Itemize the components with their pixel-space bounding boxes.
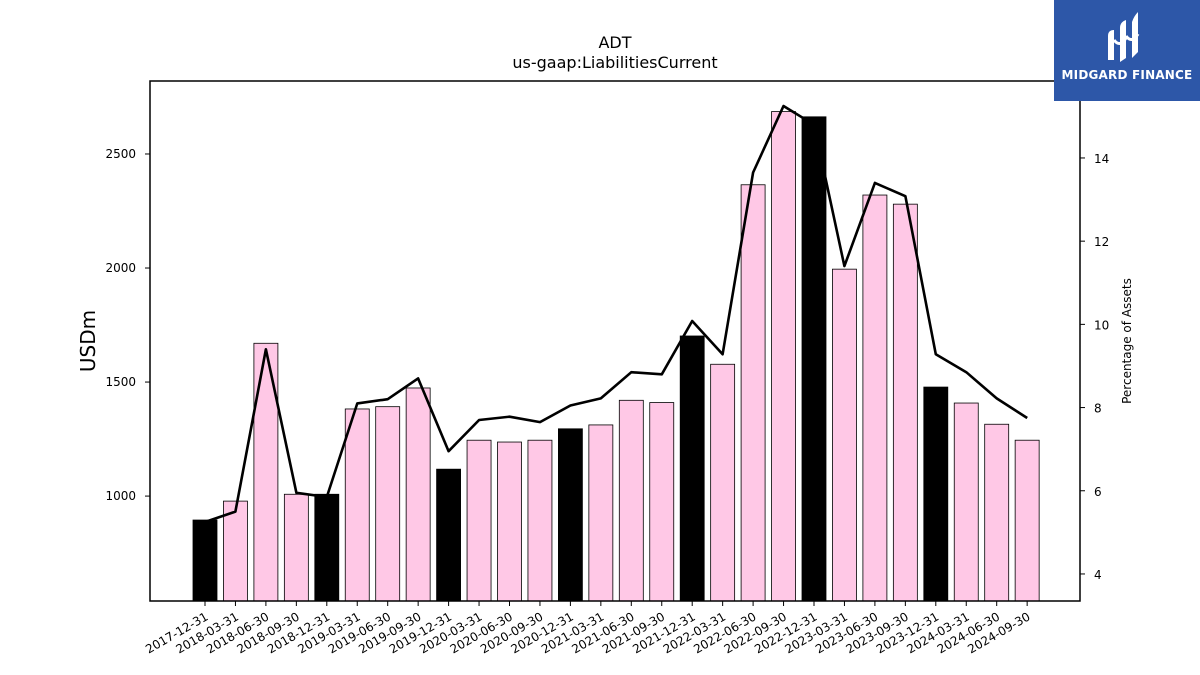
bar-2023-12-31 xyxy=(923,386,949,602)
bar-2024-09-30 xyxy=(1014,439,1040,602)
bar-2023-03-31 xyxy=(832,268,857,602)
bar-2019-09-30 xyxy=(405,387,431,602)
bar-2023-06-30 xyxy=(862,194,888,602)
bar-2018-06-30 xyxy=(253,342,279,602)
bar-2021-09-30 xyxy=(649,402,675,602)
y-tick-label: 2000 xyxy=(105,261,136,275)
bar-2024-03-31 xyxy=(953,402,979,602)
y-tick-label: 1500 xyxy=(105,375,136,389)
logo-mark-icon xyxy=(1108,12,1140,62)
y-tick-label: 1000 xyxy=(105,489,136,503)
bar-2018-09-30 xyxy=(283,493,309,602)
y-axis-ticks: 1000 1500 2000 2500 xyxy=(105,147,150,503)
bar-2019-03-31 xyxy=(344,408,370,602)
x-axis-ticks: 2017-12-312018-03-312018-06-302018-09-30… xyxy=(143,601,1033,656)
y2-tick-label: 6 xyxy=(1094,485,1102,499)
y2-tick-label: 8 xyxy=(1094,402,1102,416)
y2-axis-ticks: 4 6 8 10 12 14 xyxy=(1080,152,1109,582)
y-axis-label: USDm xyxy=(76,310,100,372)
bar-2022-12-31 xyxy=(801,116,827,602)
y2-tick-label: 10 xyxy=(1094,318,1109,332)
bar-2017-12-31 xyxy=(192,519,218,602)
bar-2020-03-31 xyxy=(466,439,492,602)
brand-logo: MIDGARD FINANCE xyxy=(1054,0,1200,101)
chart-title: ADT xyxy=(598,33,631,52)
y2-tick-label: 14 xyxy=(1094,152,1109,166)
bar-2021-12-31 xyxy=(679,335,705,602)
bar-2024-06-30 xyxy=(984,423,1010,602)
bar-2018-12-31 xyxy=(314,493,340,602)
bar-2020-12-31 xyxy=(558,428,583,602)
logo-text: MIDGARD FINANCE xyxy=(1061,68,1193,82)
bar-2022-06-30 xyxy=(740,184,766,602)
bar-2018-03-31 xyxy=(223,500,248,602)
bar-2021-03-31 xyxy=(588,424,614,602)
percentage-line xyxy=(204,104,1028,524)
y-tick-label: 2500 xyxy=(105,147,136,161)
bar-2020-09-30 xyxy=(527,439,553,602)
bar-2023-09-30 xyxy=(892,203,918,602)
bar-2019-12-31 xyxy=(436,468,462,602)
y2-axis-label: Percentage of Assets xyxy=(1120,278,1134,404)
y2-tick-label: 12 xyxy=(1094,235,1109,249)
bar-2021-06-30 xyxy=(618,399,644,602)
bar-group xyxy=(192,111,1040,602)
y2-tick-label: 4 xyxy=(1094,568,1102,582)
bar-2019-06-30 xyxy=(375,406,401,602)
plot-frame xyxy=(149,80,1081,602)
bar-2020-06-30 xyxy=(497,441,522,602)
line-group xyxy=(204,104,1028,524)
bar-2022-03-31 xyxy=(710,363,736,602)
bar-2022-09-30 xyxy=(771,111,796,602)
chart-subtitle: us-gaap:LiabilitiesCurrent xyxy=(512,53,717,72)
